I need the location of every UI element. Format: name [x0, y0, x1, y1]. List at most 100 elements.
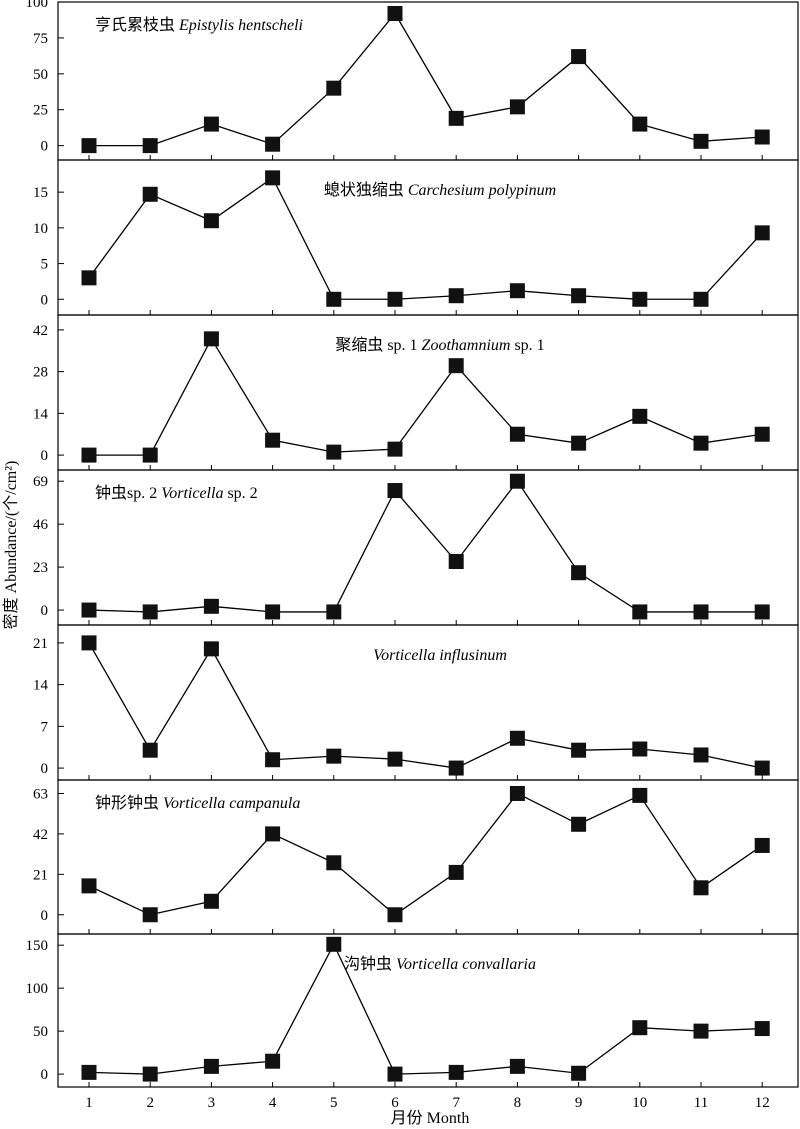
- data-point: [81, 1064, 97, 1080]
- y-axis-title: 密度 Abundance/(个/cm²): [2, 461, 20, 630]
- data-point: [326, 444, 342, 460]
- x-tick-label: 7: [452, 1095, 460, 1111]
- x-tick-label: 12: [755, 1095, 770, 1111]
- data-point: [203, 893, 219, 909]
- y-tick-label: 0: [41, 1067, 49, 1083]
- y-tick-label: 0: [41, 908, 49, 924]
- title-suffix: sp. 2: [223, 485, 257, 502]
- data-point: [754, 760, 770, 776]
- data-point: [142, 742, 158, 758]
- data-point: [265, 604, 281, 620]
- series-line: [88, 176, 763, 300]
- data-point: [326, 291, 342, 307]
- x-tick-label: 2: [146, 1095, 154, 1111]
- series-line: [88, 480, 763, 613]
- panel-3: 0 14 28 42 聚缩虫 sp. 1 Zoothamnium sp. 1: [33, 314, 799, 471]
- data-point: [326, 748, 342, 764]
- data-point: [693, 880, 709, 896]
- data-point: [509, 1058, 525, 1074]
- data-point: [754, 604, 770, 620]
- x-axis-title: 月份 Month: [391, 1109, 470, 1127]
- data-point: [693, 604, 709, 620]
- data-point: [632, 604, 648, 620]
- y-tick-label: 63: [33, 786, 48, 802]
- data-point: [142, 186, 158, 202]
- data-point: [265, 136, 281, 152]
- data-point: [203, 1058, 219, 1074]
- data-point: [693, 133, 709, 149]
- y-tick-label: 14: [33, 678, 49, 694]
- y-tick-label: 0: [41, 761, 49, 777]
- data-point: [754, 837, 770, 853]
- title-chinese: 钟虫sp. 2: [95, 484, 161, 502]
- y-tick-label: 14: [33, 406, 49, 422]
- y-tick-label: 21: [33, 867, 48, 883]
- data-point: [81, 447, 97, 463]
- panel-1: 0 25 50 75 100 亨氏累枝虫 Epistylis hentscheli: [26, 0, 799, 161]
- data-point: [448, 760, 464, 776]
- data-point: [81, 270, 97, 286]
- y-tick-label: 0: [41, 139, 49, 155]
- title-suffix: sp. 1: [510, 337, 544, 354]
- y-tick-label: 100: [26, 981, 49, 997]
- data-point: [387, 751, 403, 767]
- y-tick-label: 7: [41, 719, 49, 735]
- title-chinese: 聚缩虫 sp. 1: [335, 336, 421, 354]
- data-point: [448, 864, 464, 880]
- panel-title: 沟钟虫 Vorticella convallaria: [344, 955, 536, 973]
- data-point: [632, 741, 648, 757]
- data-point: [754, 1021, 770, 1037]
- data-point: [265, 1053, 281, 1069]
- panel-6: 0 21 42 63 钟形钟虫 Vorticella campanula: [33, 779, 799, 935]
- x-tick-label: 6: [391, 1095, 399, 1111]
- data-point: [632, 408, 648, 424]
- data-point: [81, 138, 97, 154]
- data-point: [509, 426, 525, 442]
- data-point: [203, 213, 219, 229]
- title-latin: Epistylis hentscheli: [178, 17, 303, 34]
- title-latin: Vorticella: [161, 485, 223, 502]
- data-point: [448, 554, 464, 570]
- panel-title: 聚缩虫 sp. 1 Zoothamnium sp. 1: [335, 336, 544, 354]
- series-line: [88, 942, 763, 1075]
- y-tick-label: 25: [33, 103, 48, 119]
- data-point: [203, 641, 219, 657]
- panel-4: 0 23 46 69 钟虫sp. 2 Vorticella sp. 2: [33, 469, 799, 626]
- data-point: [265, 826, 281, 842]
- data-point: [142, 447, 158, 463]
- panel-title: 亨氏累枝虫 Epistylis hentscheli: [95, 16, 303, 34]
- data-point: [265, 752, 281, 768]
- title-latin: Vorticella convallaria: [396, 956, 536, 973]
- y-tick-label: 15: [33, 185, 48, 201]
- title-chinese: 沟钟虫: [344, 955, 396, 973]
- data-point: [632, 787, 648, 803]
- title-chinese: 亨氏累枝虫: [95, 16, 179, 34]
- data-point: [693, 435, 709, 451]
- data-point: [632, 291, 648, 307]
- y-tick-label: 42: [33, 323, 48, 339]
- data-point: [265, 170, 281, 186]
- data-point: [142, 907, 158, 923]
- data-point: [632, 1020, 648, 1036]
- data-point: [203, 331, 219, 347]
- data-point: [448, 288, 464, 304]
- title-latin: Zoothamnium: [422, 337, 511, 354]
- y-tick-label: 46: [33, 517, 49, 533]
- data-point: [509, 473, 525, 489]
- panel-title: 钟形钟虫 Vorticella campanula: [95, 794, 300, 812]
- data-point: [387, 291, 403, 307]
- x-tick-label: 4: [269, 1095, 277, 1111]
- y-tick-label: 150: [26, 938, 49, 954]
- data-point: [571, 816, 587, 832]
- data-point: [326, 855, 342, 871]
- data-point: [754, 426, 770, 442]
- data-point: [571, 49, 587, 65]
- y-tick-label: 21: [33, 636, 48, 652]
- x-tick-label: 9: [575, 1095, 583, 1111]
- data-point: [326, 80, 342, 96]
- title-chinese: 螅状独缩虫: [324, 181, 408, 199]
- data-point: [693, 747, 709, 763]
- y-tick-label: 100: [26, 0, 49, 11]
- y-tick-label: 28: [33, 365, 48, 381]
- data-point: [326, 936, 342, 952]
